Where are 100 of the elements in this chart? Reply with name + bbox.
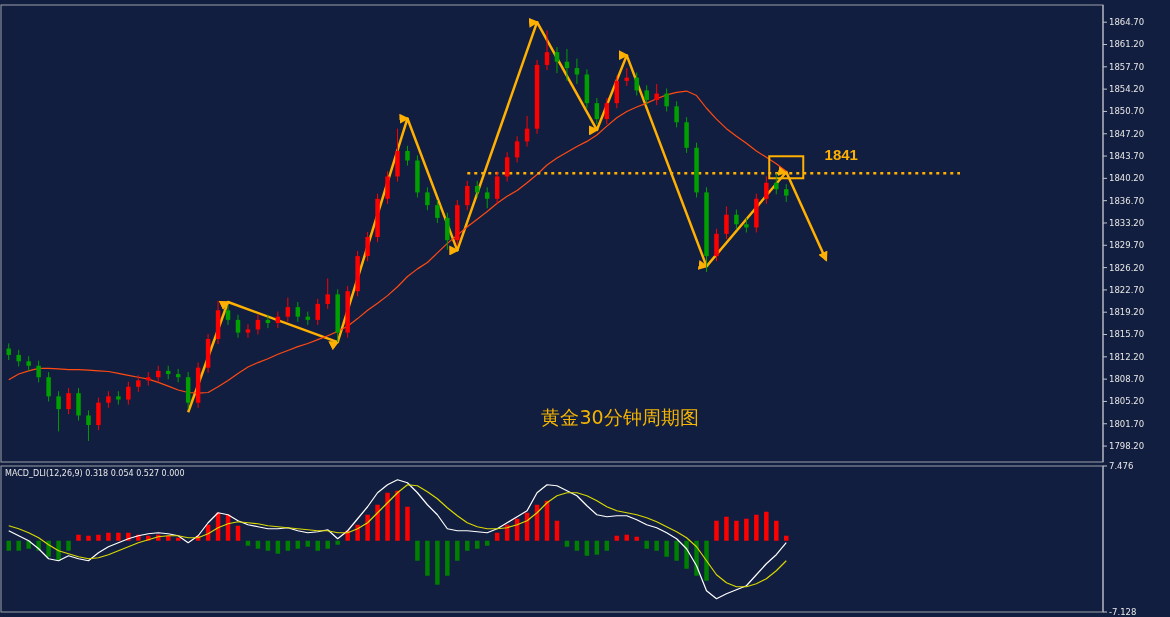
- chart-title: MACD_DLI(12,26,9) 0.318 0.054 0.527 0.000: [5, 469, 185, 478]
- candlestick: [365, 231, 370, 262]
- bar: [714, 520, 719, 541]
- y-tick-label: 7.476: [1109, 460, 1134, 471]
- y-tick-label: 1801.70: [1109, 418, 1145, 429]
- candlestick: [514, 135, 520, 163]
- y-tick-label: 1812.20: [1109, 351, 1145, 362]
- y-tick-label: 1829.70: [1109, 240, 1145, 251]
- bar: [235, 525, 241, 541]
- candlestick: [634, 72, 639, 97]
- bar: [106, 532, 111, 541]
- bar: [644, 540, 649, 549]
- candlestick: [66, 387, 71, 415]
- candlestick: [46, 371, 51, 402]
- bar: [754, 514, 759, 541]
- candlestick: [724, 205, 729, 240]
- bar: [245, 540, 251, 546]
- candlestick: [36, 360, 41, 383]
- y-tick-label: 1822.70: [1109, 284, 1145, 295]
- candlestick: [544, 30, 550, 71]
- bar: [175, 537, 181, 541]
- bar: [784, 535, 789, 541]
- candlestick: [76, 387, 81, 422]
- bar: [415, 540, 420, 561]
- y-tick-label: 1857.70: [1109, 61, 1145, 72]
- candlestick: [225, 304, 231, 326]
- y-tick-label: -7.128: [1109, 606, 1137, 617]
- bar: [116, 532, 121, 541]
- bar: [445, 540, 450, 576]
- candlestick: [56, 390, 61, 432]
- bar: [435, 540, 440, 585]
- y-tick-label: 1843.70: [1109, 151, 1145, 162]
- candlestick: [325, 277, 330, 310]
- bar: [395, 490, 400, 541]
- y-tick-label: 1808.70: [1109, 374, 1145, 385]
- bar: [674, 540, 679, 561]
- bar: [764, 511, 769, 541]
- bar: [96, 534, 101, 541]
- candlestick: [484, 186, 490, 209]
- bar: [86, 535, 91, 541]
- bar: [614, 535, 620, 541]
- candlestick: [245, 323, 251, 339]
- candlestick: [385, 170, 390, 205]
- candlestick: [315, 298, 320, 326]
- bar: [6, 540, 11, 551]
- candlestick: [405, 145, 410, 167]
- candlestick: [285, 297, 291, 323]
- candlestick: [235, 314, 241, 339]
- candlestick: [86, 409, 91, 442]
- bar: [724, 516, 729, 541]
- candlestick: [674, 100, 679, 128]
- candlestick: [126, 381, 131, 406]
- bar: [654, 540, 659, 551]
- y-tick-label: 1847.20: [1109, 128, 1145, 139]
- candlestick: [774, 172, 779, 195]
- candlestick: [435, 199, 440, 224]
- bar: [465, 540, 470, 551]
- y-tick-label: 1836.70: [1109, 195, 1145, 206]
- bar: [26, 540, 31, 549]
- bar: [425, 540, 430, 576]
- y-tick-label: 1864.70: [1109, 17, 1145, 28]
- bar: [734, 520, 739, 541]
- y-tick-label: 1805.20: [1109, 396, 1145, 407]
- y-tick-label: 1861.20: [1109, 39, 1145, 50]
- bar: [375, 504, 380, 541]
- bar: [774, 520, 779, 541]
- bar: [684, 540, 689, 569]
- candlestick: [445, 212, 450, 251]
- candlestick: [594, 97, 600, 125]
- candlestick: [644, 84, 649, 106]
- bar: [584, 540, 590, 556]
- y-tick-label: 1815.70: [1109, 329, 1145, 340]
- candlestick: [465, 180, 470, 211]
- y-tick-label: 1826.20: [1109, 262, 1145, 273]
- candlestick: [494, 170, 500, 205]
- candlestick: [714, 228, 719, 262]
- ref-line-label: 1841: [824, 146, 858, 164]
- candlestick: [654, 83, 659, 106]
- bar: [704, 540, 709, 581]
- y-tick-label: 1854.20: [1109, 84, 1145, 95]
- candlestick: [604, 97, 610, 125]
- bar: [275, 540, 281, 554]
- text: 黄金30分钟周期图: [541, 406, 699, 428]
- bar: [405, 506, 410, 541]
- bar: [66, 540, 71, 551]
- candlestick: [734, 209, 739, 230]
- bar: [325, 540, 330, 549]
- bar: [664, 540, 669, 557]
- bar: [385, 492, 390, 541]
- bar: [335, 540, 340, 545]
- candlestick: [295, 301, 301, 323]
- bar: [744, 518, 749, 541]
- candlestick: [764, 175, 769, 205]
- y-tick-label: 1819.20: [1109, 307, 1145, 318]
- candlestick: [425, 186, 430, 211]
- bar: [16, 540, 21, 551]
- y-tick-label: 1833.20: [1109, 217, 1145, 228]
- bar: [355, 524, 360, 541]
- bar: [455, 540, 460, 561]
- candlestick: [96, 397, 101, 431]
